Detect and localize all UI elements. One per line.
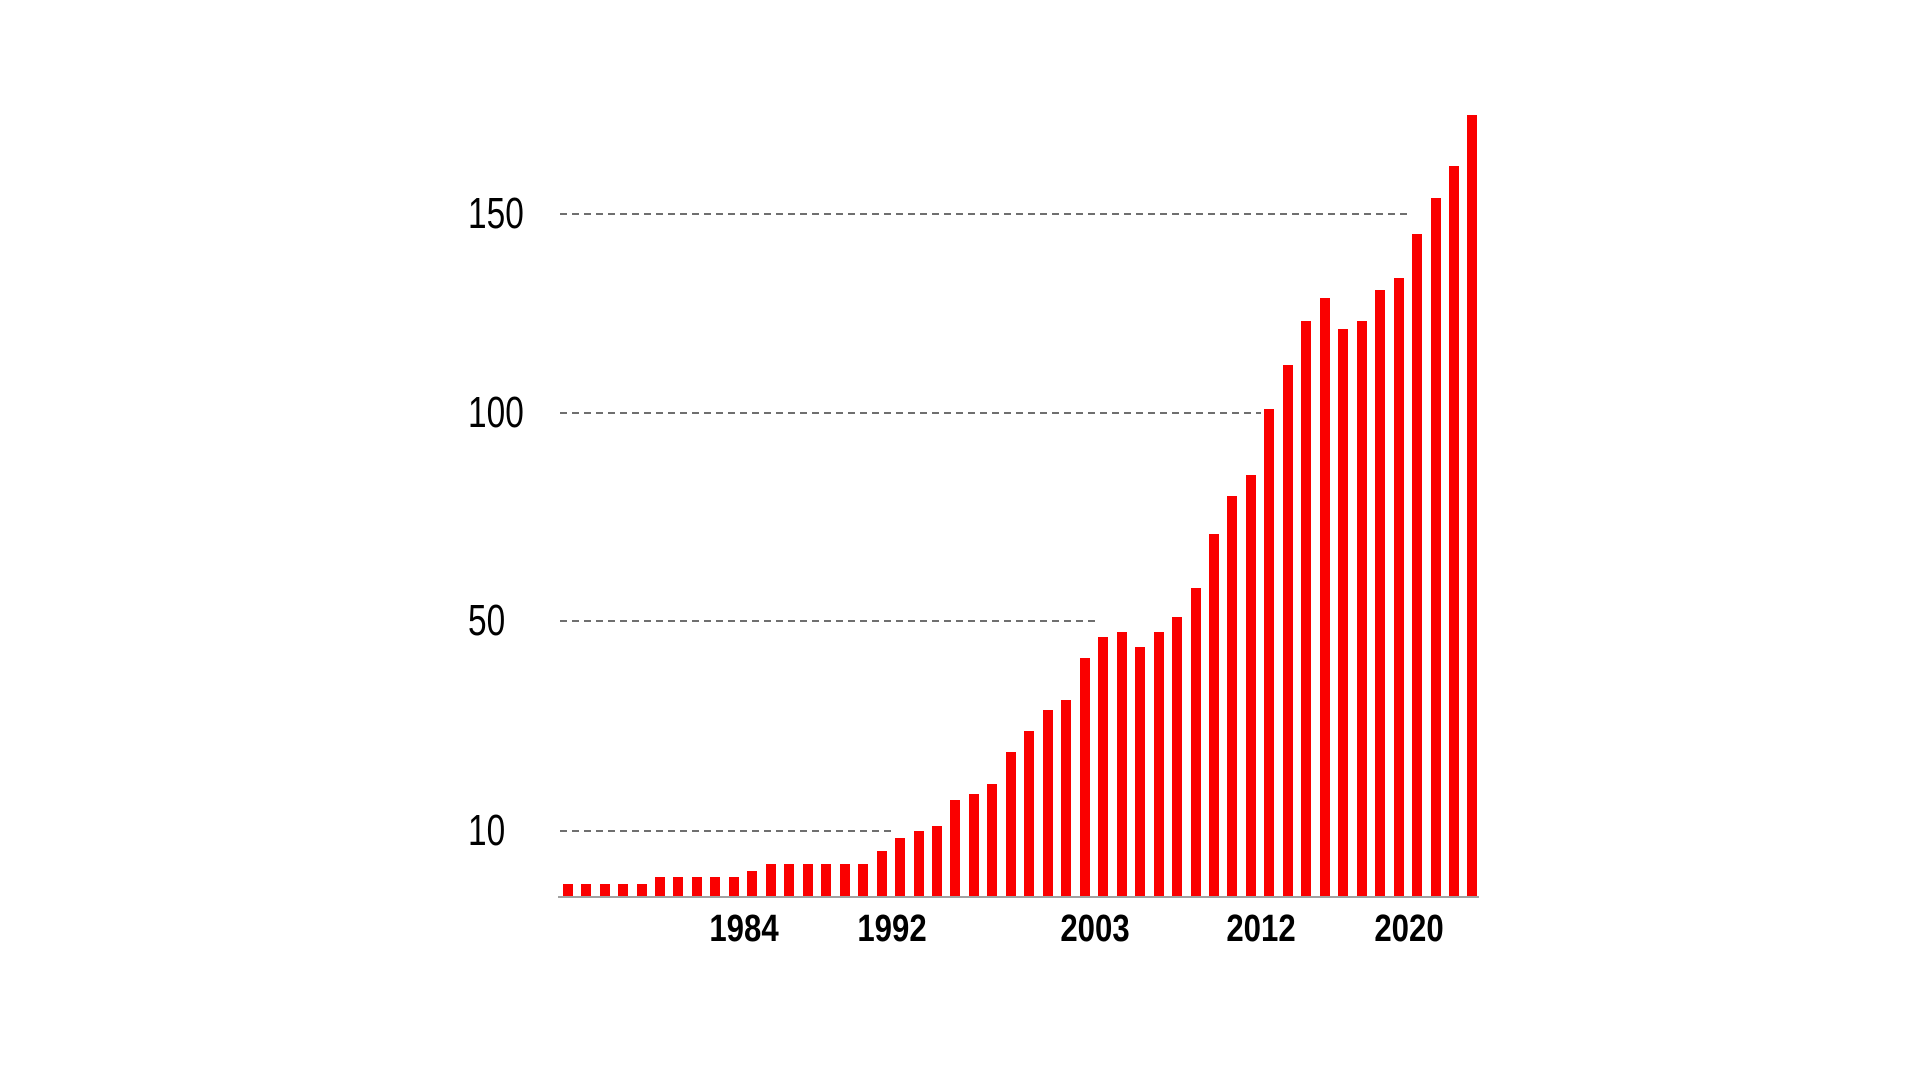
bar-1979 (655, 877, 666, 897)
y-tick-label-100: 100 (468, 388, 524, 437)
bar-2009 (1208, 533, 1219, 897)
bar-2000 (1042, 710, 1053, 897)
bar-1983 (728, 877, 739, 897)
bar-2016 (1338, 329, 1349, 897)
bar-1976 (599, 883, 610, 897)
bar-1987 (802, 864, 813, 897)
bar-1980 (673, 877, 684, 897)
bar-2002 (1079, 657, 1090, 897)
bar-1984 (747, 870, 758, 897)
bar-2021 (1430, 198, 1441, 897)
bar-1975 (581, 883, 592, 897)
x-tick-label-2012: 2012 (1226, 908, 1297, 950)
bar-2012 (1264, 409, 1275, 897)
bar-2006 (1153, 631, 1164, 897)
bar-1988 (821, 864, 832, 897)
bar-1982 (710, 877, 721, 897)
bar-1998 (1005, 752, 1016, 897)
gridline-10 (560, 830, 893, 832)
bar-2011 (1245, 475, 1256, 897)
bar-1996 (968, 794, 979, 897)
bar-2004 (1116, 631, 1127, 897)
gridline-50 (560, 620, 1096, 622)
x-tick-label-1992: 1992 (857, 908, 927, 950)
bar-1990 (858, 864, 869, 897)
bar-1986 (784, 864, 795, 897)
bar-1974 (562, 883, 573, 897)
bar-2005 (1135, 647, 1146, 897)
bar-1993 (913, 831, 924, 897)
bar-1977 (618, 883, 629, 897)
y-tick-label-150: 150 (468, 189, 524, 238)
bar-1992 (895, 837, 906, 897)
bar-2023 (1467, 114, 1478, 897)
bar-1991 (876, 850, 887, 897)
bar-2022 (1449, 166, 1460, 897)
x-tick-label-2003: 2003 (1060, 908, 1130, 950)
bar-2020 (1412, 233, 1423, 897)
bar-2001 (1061, 699, 1072, 897)
bar-2015 (1319, 297, 1330, 897)
bar-2003 (1098, 636, 1109, 897)
y-tick-label-10: 10 (468, 806, 506, 855)
bar-1978 (636, 883, 647, 897)
bar-2018 (1375, 289, 1386, 897)
y-tick-label-50: 50 (468, 596, 506, 645)
bar-2017 (1356, 321, 1367, 897)
bar-2019 (1393, 277, 1404, 897)
bar-1985 (765, 864, 776, 897)
gridline-100 (560, 412, 1262, 414)
gridline-150 (560, 213, 1410, 215)
bar-2013 (1282, 365, 1293, 897)
bar-2008 (1190, 587, 1201, 897)
x-tick-label-1984: 1984 (709, 908, 780, 950)
bar-1981 (691, 877, 702, 897)
bar-1999 (1024, 731, 1035, 897)
x-tick-label-2020: 2020 (1374, 908, 1444, 950)
bar-1997 (987, 783, 998, 897)
bar-2014 (1301, 321, 1312, 897)
x-axis-line (558, 896, 1479, 898)
bar-1994 (932, 825, 942, 897)
bar-2010 (1227, 496, 1238, 897)
bar-1995 (950, 799, 961, 897)
bar-1989 (839, 864, 850, 897)
bar-2007 (1172, 616, 1183, 897)
